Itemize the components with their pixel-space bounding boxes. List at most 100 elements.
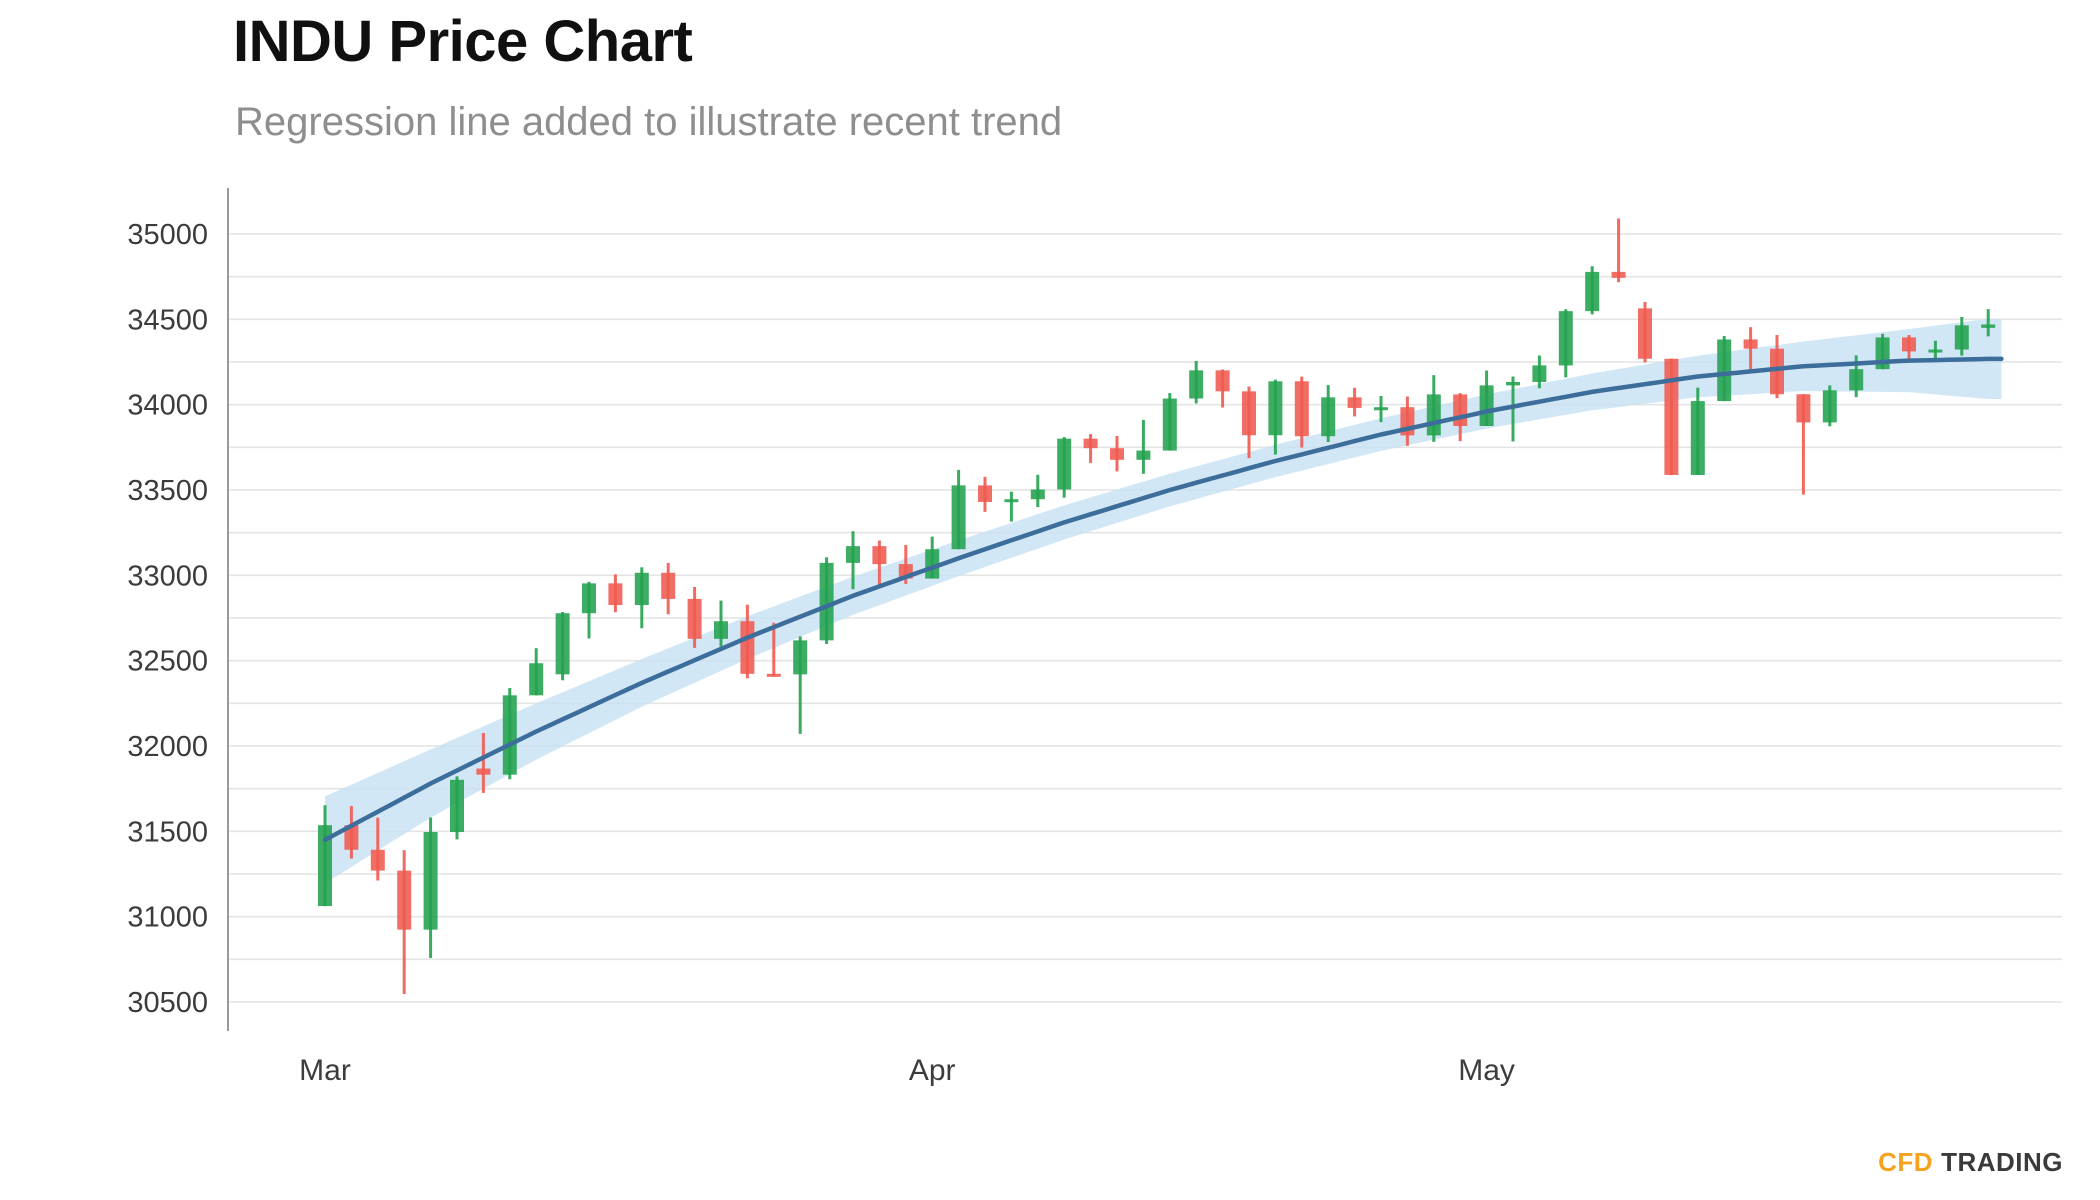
candle-body-down [397, 870, 412, 930]
candle-body-up [582, 583, 596, 614]
candle [423, 817, 438, 958]
candle-body-up [1030, 489, 1045, 500]
svg-text:30500: 30500 [127, 987, 208, 1019]
svg-text:May: May [1458, 1054, 1515, 1087]
candle-body-up [502, 695, 517, 775]
svg-text:32000: 32000 [127, 731, 208, 763]
candle [1822, 385, 1837, 427]
candle [1532, 355, 1547, 389]
candle-body-up [450, 779, 464, 833]
candle [1294, 376, 1309, 448]
candle [344, 806, 359, 859]
candle-body-up [1268, 381, 1283, 436]
candle-body-down [1796, 394, 1811, 423]
candle [872, 540, 887, 588]
x-axis-labels: Mar Apr May [299, 1054, 1515, 1087]
candle-body-down [608, 583, 623, 606]
svg-text:31000: 31000 [127, 902, 208, 934]
candle [766, 622, 781, 677]
candle-body-up [1004, 499, 1019, 503]
candle [846, 531, 860, 590]
candle-body-up [1928, 349, 1943, 353]
candle [1954, 316, 1969, 356]
candle-body-down [1770, 348, 1784, 395]
candle [502, 687, 517, 780]
candle [1506, 376, 1520, 442]
candle-body-up [793, 640, 808, 675]
candle [476, 733, 491, 793]
candle [1162, 393, 1177, 451]
candle [1426, 375, 1441, 442]
candle [1136, 419, 1151, 474]
candle-body-up [1506, 381, 1520, 386]
candle-body-up [1981, 324, 1996, 328]
candle-body-up [1426, 394, 1441, 436]
candle [1902, 335, 1916, 361]
candle-body-up [819, 562, 834, 641]
candle [450, 776, 464, 840]
candle-body-down [1743, 339, 1758, 349]
svg-text:Apr: Apr [909, 1054, 956, 1087]
candle-body-down [1215, 370, 1230, 392]
candle-body-up [1479, 385, 1494, 426]
candle [1690, 387, 1705, 475]
candle-body-down [344, 825, 359, 850]
candle-body-down [872, 546, 887, 565]
candle [1215, 369, 1230, 408]
candle-body-up [318, 825, 332, 907]
candle-body-up [714, 621, 728, 639]
candle-body-down [1083, 438, 1098, 449]
candle [687, 586, 702, 648]
svg-text:Mar: Mar [299, 1054, 351, 1087]
candle [1585, 266, 1600, 315]
candle [1083, 434, 1098, 463]
candle [608, 574, 623, 613]
svg-text:33500: 33500 [127, 475, 208, 507]
candle-body-up [1162, 398, 1177, 451]
candle [1796, 394, 1811, 495]
candle [661, 562, 676, 615]
candle-body-up [846, 546, 860, 563]
candle-body-up [1585, 271, 1600, 312]
candle [1110, 436, 1124, 472]
candle-body-down [1242, 391, 1256, 436]
candle [1189, 360, 1204, 404]
candle [1664, 358, 1679, 476]
candle-body-up [1374, 407, 1388, 411]
candle-body-down [1110, 448, 1124, 460]
candle-body-up [1849, 369, 1864, 391]
candle-body-up [529, 663, 544, 696]
candle-body-down [978, 485, 992, 502]
chart-title: INDU Price Chart [233, 9, 693, 74]
candle-body-down [1347, 397, 1362, 408]
candle [1347, 387, 1362, 417]
candle-body-up [555, 613, 570, 675]
candle [1057, 437, 1072, 498]
brand-logo: CFD TRADING [1878, 1147, 2063, 1178]
confidence-band [325, 318, 2002, 884]
candle [1004, 491, 1019, 522]
candle [397, 850, 412, 994]
y-axis-labels: 30500 31000 31500 32000 32500 33000 33500 34000… [127, 219, 208, 1019]
candle-body-up [1532, 365, 1547, 382]
candle-body-down [1664, 358, 1679, 475]
candles-group [318, 218, 1996, 994]
svg-text:35000: 35000 [127, 219, 208, 251]
candle-body-down [476, 768, 491, 775]
candle-body-down [1611, 271, 1626, 278]
candle [1743, 327, 1758, 373]
candle [1638, 301, 1652, 363]
candle-body-down [661, 572, 676, 599]
brand-suffix: TRADING [1941, 1147, 2063, 1177]
candle [529, 648, 544, 696]
candle [978, 476, 992, 512]
candle [582, 581, 596, 639]
svg-text:31500: 31500 [127, 816, 208, 848]
candle [555, 612, 570, 681]
candle-body-up [1321, 397, 1336, 437]
candle-body-up [1690, 401, 1705, 475]
candle-body-up [1189, 370, 1204, 399]
candle [1242, 386, 1256, 459]
